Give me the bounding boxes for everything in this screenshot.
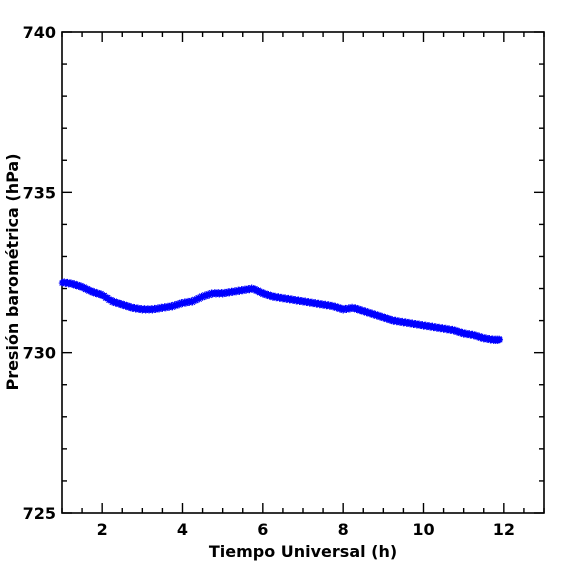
data-point xyxy=(278,293,286,301)
x-tick-label: 10 xyxy=(412,520,434,539)
axis-ticks xyxy=(61,31,545,514)
data-point xyxy=(422,321,429,329)
y-tick-label: 740 xyxy=(23,23,56,42)
data-point xyxy=(138,305,145,312)
data-point xyxy=(131,303,138,311)
data-point xyxy=(402,318,409,325)
x-tick-label: 2 xyxy=(97,520,108,539)
data-point xyxy=(281,294,289,301)
data-point xyxy=(61,278,68,285)
plot-frame xyxy=(61,31,545,514)
data-point xyxy=(275,293,282,300)
data-point xyxy=(285,294,292,302)
data-point xyxy=(308,298,316,306)
data-point xyxy=(295,296,302,303)
x-tick-label: 6 xyxy=(257,520,268,539)
y-tick-label: 730 xyxy=(23,344,56,363)
x-axis-label: Tiempo Universal (h) xyxy=(209,542,397,561)
data-point xyxy=(271,292,279,300)
data-point xyxy=(419,321,426,328)
data-point xyxy=(291,295,299,303)
data-point xyxy=(392,316,399,324)
y-tick-label: 725 xyxy=(23,504,56,523)
data-point xyxy=(315,299,322,307)
x-tick-label: 12 xyxy=(493,520,515,539)
data-point xyxy=(439,324,446,331)
data-point xyxy=(445,325,453,332)
data-point xyxy=(442,324,450,332)
y-axis-label: Presión barométrica (hPa) xyxy=(3,153,22,390)
data-point xyxy=(435,323,443,331)
data-point xyxy=(412,320,419,327)
data-point xyxy=(305,298,312,305)
tick-labels: 2 4 6 8 10 12 725 730 735 740 xyxy=(23,23,515,539)
data-point xyxy=(288,295,296,302)
data-point xyxy=(318,300,326,307)
data-point xyxy=(302,297,309,304)
data-point xyxy=(322,300,329,308)
data-point xyxy=(399,317,406,325)
data-point xyxy=(486,334,493,342)
y-tick-label: 735 xyxy=(23,183,56,202)
data-points xyxy=(58,278,504,345)
data-point xyxy=(462,329,470,337)
data-point xyxy=(496,336,504,344)
data-point xyxy=(409,319,416,326)
data-point xyxy=(134,304,142,311)
data-point xyxy=(425,322,433,329)
data-point xyxy=(338,304,346,312)
data-point xyxy=(466,330,473,337)
data-point xyxy=(64,278,71,286)
data-point xyxy=(432,323,439,330)
data-point xyxy=(429,322,436,330)
data-point xyxy=(325,301,332,308)
data-point xyxy=(395,317,403,324)
data-point xyxy=(482,334,490,341)
data-point xyxy=(298,297,306,304)
x-tick-label: 4 xyxy=(177,520,188,539)
data-point xyxy=(312,299,319,306)
data-point xyxy=(415,320,423,327)
data-point xyxy=(405,318,413,326)
x-tick-label: 8 xyxy=(338,520,349,539)
